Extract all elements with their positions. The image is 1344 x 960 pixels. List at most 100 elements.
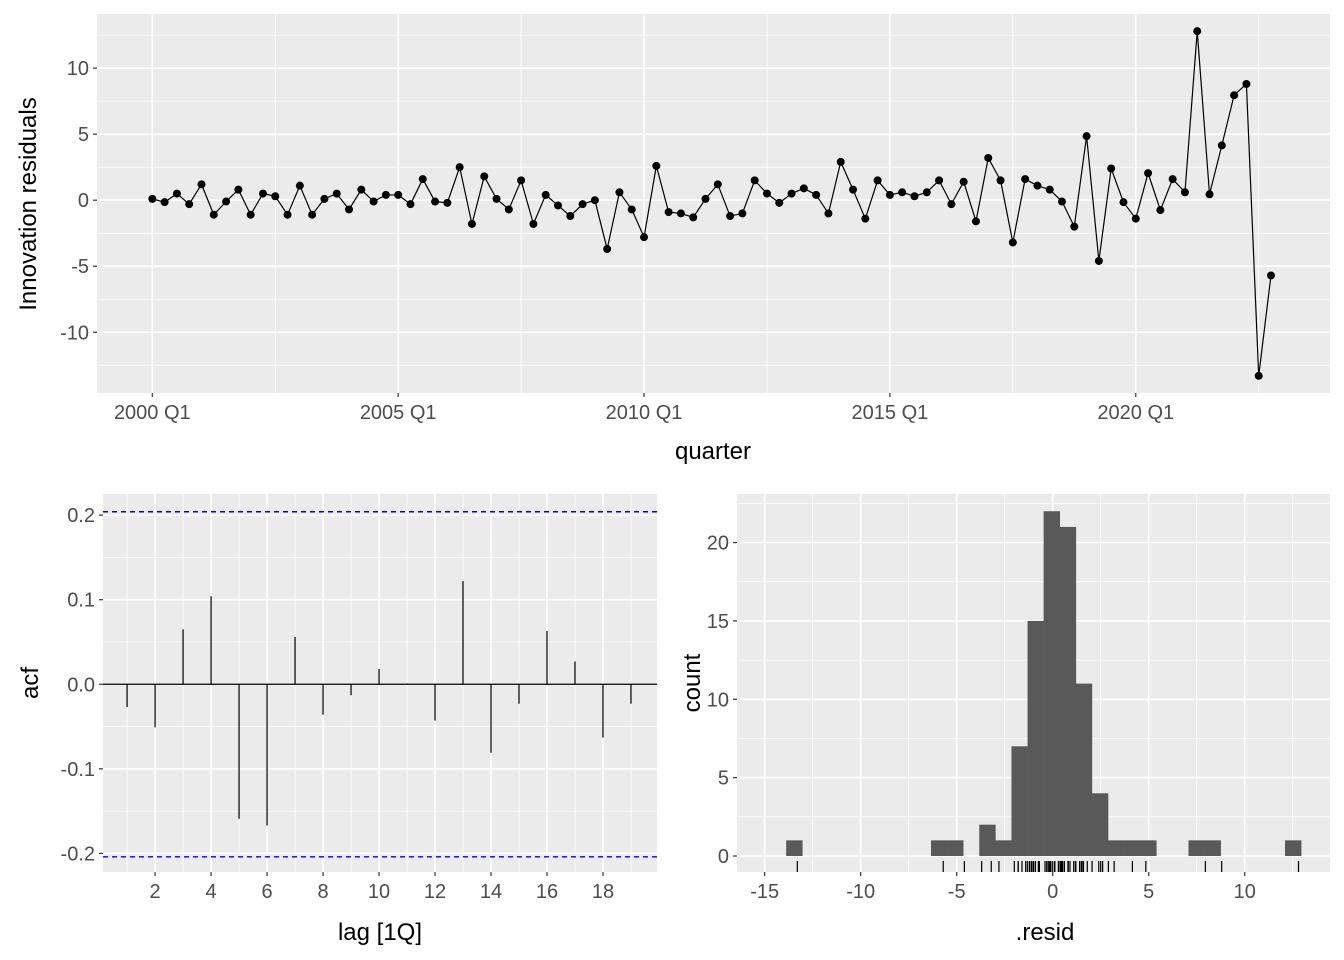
- time-plot-x-title: quarter: [675, 438, 751, 465]
- y-tick-label: 0.0: [67, 674, 95, 696]
- residual-point: [750, 176, 759, 185]
- x-tick-label: 10: [1234, 881, 1256, 903]
- x-tick-label: 18: [592, 881, 614, 903]
- residual-point: [1254, 371, 1263, 380]
- residual-point: [701, 194, 710, 203]
- residual-point: [824, 209, 833, 218]
- residual-point: [873, 176, 882, 185]
- residual-point: [1008, 238, 1017, 247]
- residual-point: [713, 180, 722, 189]
- time-plot-y-title: Innovation residuals: [15, 97, 42, 310]
- residual-point: [738, 209, 747, 218]
- histogram-bar: [1091, 793, 1109, 857]
- x-tick-label: 2020 Q1: [1097, 402, 1174, 424]
- histogram-bar: [995, 840, 1012, 857]
- x-tick-label: 4: [205, 881, 216, 903]
- residual-point: [517, 176, 526, 185]
- residual-point: [504, 205, 513, 214]
- x-tick-label: -15: [750, 881, 779, 903]
- x-tick-label: 16: [536, 881, 558, 903]
- residual-point: [418, 175, 427, 184]
- residual-point: [615, 188, 624, 197]
- residual-point: [910, 192, 919, 201]
- residual-point: [1082, 132, 1091, 141]
- residual-point: [676, 209, 685, 218]
- residual-point: [1107, 164, 1116, 173]
- y-tick-label: 5: [718, 768, 729, 790]
- residual-point: [443, 198, 452, 207]
- residual-point: [467, 219, 476, 228]
- histogram-bar: [1043, 511, 1061, 857]
- residual-point: [234, 185, 243, 194]
- histogram-bar: [930, 840, 948, 857]
- residual-point: [996, 176, 1005, 185]
- residual-point: [726, 212, 735, 221]
- residual-point: [406, 200, 415, 209]
- residual-point: [1021, 175, 1030, 184]
- residual-point: [308, 210, 317, 219]
- residual-point: [984, 153, 993, 162]
- x-tick-label: 2010 Q1: [606, 402, 683, 424]
- residual-point: [258, 189, 267, 198]
- x-tick-label: -10: [846, 881, 875, 903]
- residual-point: [762, 189, 771, 198]
- residual-point: [185, 200, 194, 209]
- residual-point: [836, 157, 845, 166]
- residual-point: [148, 194, 157, 203]
- residual-point: [271, 192, 280, 201]
- residual-point: [1144, 169, 1153, 178]
- residual-histogram: -15 -10 -5 0 5 10 0 5 10 15 20: [707, 494, 1330, 903]
- panel-background: [103, 494, 657, 872]
- residual-point: [812, 190, 821, 199]
- histogram-bar: [947, 840, 964, 857]
- residual-point: [160, 198, 169, 207]
- y-tick-label: -10: [60, 322, 89, 344]
- x-tick-label: -5: [948, 881, 966, 903]
- residual-point: [295, 181, 304, 190]
- x-tick-label: 5: [1143, 881, 1154, 903]
- residual-point: [627, 205, 636, 214]
- residual-point: [799, 184, 808, 193]
- y-tick-label: 0.1: [67, 590, 95, 612]
- y-tick-label: 5: [78, 124, 89, 146]
- residual-point: [898, 188, 907, 197]
- residual-point: [1156, 206, 1165, 215]
- acf-x-title: lag [1Q]: [338, 919, 422, 946]
- hist-x-title: .resid: [1016, 919, 1075, 946]
- residual-point: [431, 197, 440, 206]
- x-tick-label: 10: [368, 881, 390, 903]
- x-tick-label: 0: [1047, 881, 1058, 903]
- histogram-bar: [1108, 840, 1125, 857]
- residual-point: [578, 200, 587, 209]
- residual-point: [480, 172, 489, 181]
- y-tick-label: 0: [78, 190, 89, 212]
- residual-point: [1119, 198, 1128, 207]
- residual-point: [332, 189, 341, 198]
- residual-point: [455, 163, 464, 172]
- residual-point: [209, 210, 218, 219]
- x-tick-label: 2005 Q1: [360, 402, 437, 424]
- y-tick-label: 10: [707, 689, 729, 711]
- x-tick-label: 2015 Q1: [852, 402, 929, 424]
- residual-point: [1094, 256, 1103, 265]
- residual-point: [553, 201, 562, 210]
- residual-point: [283, 210, 292, 219]
- histogram-bar: [1027, 620, 1044, 857]
- histogram-bar: [1140, 840, 1157, 857]
- y-tick-label: 0.2: [67, 505, 95, 527]
- residual-point: [849, 185, 858, 194]
- residual-point: [689, 213, 698, 222]
- y-tick-label: 15: [707, 611, 729, 633]
- residual-point: [1205, 190, 1214, 199]
- residual-point: [1193, 27, 1202, 36]
- histogram-bar: [786, 840, 803, 857]
- x-tick-label: 14: [480, 881, 502, 903]
- residual-point: [246, 210, 255, 219]
- residual-time-plot: 2000 Q1 2005 Q1 2010 Q1 2015 Q1 2020 Q1 -10 -5…: [28, 14, 1330, 424]
- residual-point: [775, 198, 784, 207]
- residual-point: [1131, 214, 1140, 223]
- residual-point: [197, 180, 206, 189]
- histogram-bar: [1188, 840, 1205, 857]
- y-tick-label: -0.2: [61, 843, 95, 865]
- residual-point: [590, 196, 599, 205]
